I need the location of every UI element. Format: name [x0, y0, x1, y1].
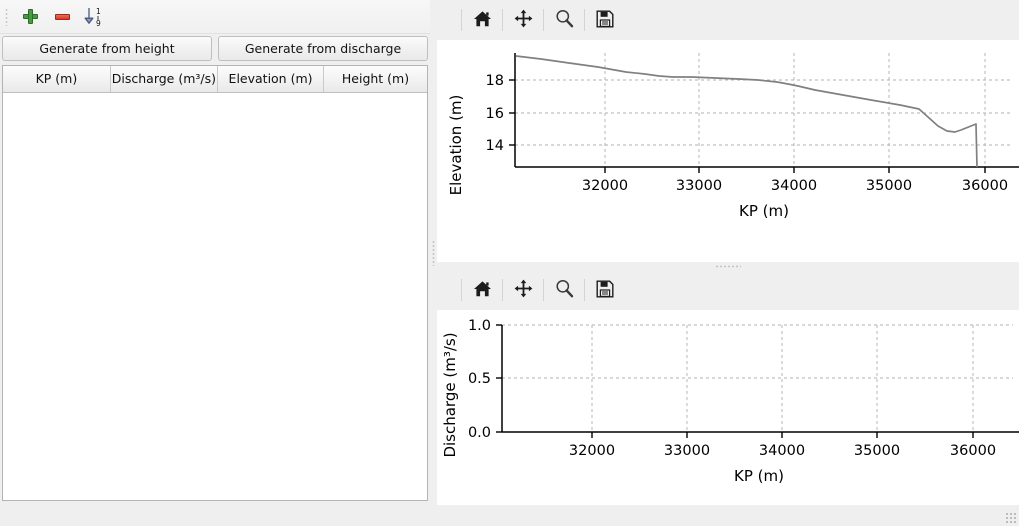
plus-icon — [22, 9, 38, 24]
status-bar — [0, 505, 1019, 526]
column-header-elevation[interactable]: Elevation (m) — [217, 66, 325, 93]
generate-from-height-button[interactable]: Generate from height — [2, 36, 212, 61]
magnifier-icon — [555, 9, 574, 31]
svg-text:34000: 34000 — [771, 178, 817, 194]
discharge-plot-toolbar — [437, 270, 1019, 310]
move-arrows-icon — [514, 9, 533, 31]
main-split-container: 1 9 Generate from height Generate from d… — [0, 0, 1019, 505]
magnifier-icon — [555, 279, 574, 301]
data-table: KP (m) Discharge (m³/s) Elevation (m) He… — [2, 65, 428, 501]
toolbar-divider — [584, 279, 585, 301]
discharge-y-axis-label: Discharge (m³/s) — [441, 332, 459, 457]
floppy-disk-icon — [596, 280, 614, 301]
svg-text:1: 1 — [96, 7, 101, 16]
svg-text:1.0: 1.0 — [468, 318, 491, 334]
elevation-plot-toolbar — [437, 0, 1019, 40]
elevation-x-ticks — [604, 167, 986, 173]
discharge-plot-block: Discharge (m³/s) — [437, 270, 1019, 505]
elevation-home-button[interactable] — [466, 5, 498, 35]
home-icon — [473, 280, 492, 301]
remove-row-button[interactable] — [46, 2, 78, 32]
discharge-save-button[interactable] — [589, 275, 621, 305]
discharge-zoom-button[interactable] — [548, 275, 580, 305]
drag-handle-icon[interactable] — [2, 4, 11, 30]
vertical-splitter[interactable] — [430, 0, 437, 505]
floppy-disk-icon — [596, 10, 614, 31]
svg-text:32000: 32000 — [569, 443, 615, 459]
elevation-data-line — [515, 55, 978, 168]
discharge-x-ticklabels: 32000 33000 34000 35000 36000 — [569, 443, 996, 459]
svg-text:18: 18 — [486, 73, 504, 89]
toolbar-divider — [543, 279, 544, 301]
elevation-x-ticklabels: 32000 33000 34000 35000 36000 — [582, 178, 1008, 194]
discharge-canvas[interactable]: Discharge (m³/s) — [437, 310, 1019, 505]
elevation-save-button[interactable] — [589, 5, 621, 35]
discharge-x-axis-label: KP (m) — [734, 467, 784, 485]
discharge-gridlines-y — [502, 324, 1013, 379]
elevation-zoom-button[interactable] — [548, 5, 580, 35]
minus-icon — [54, 13, 70, 20]
elevation-canvas[interactable]: Elevation (m) — [437, 40, 1019, 262]
elevation-y-axis-label: Elevation (m) — [447, 95, 465, 196]
elevation-y-ticks — [509, 79, 515, 146]
generate-buttons-row: Generate from height Generate from disch… — [0, 34, 430, 64]
toolbar-divider — [584, 9, 585, 31]
toolbar-divider — [543, 9, 544, 31]
elevation-chart: Elevation (m) — [447, 53, 1019, 220]
home-icon — [473, 10, 492, 31]
discharge-chart: Discharge (m³/s) — [441, 318, 1019, 485]
left-panel: 1 9 Generate from height Generate from d… — [0, 0, 430, 505]
svg-text:14: 14 — [486, 138, 504, 154]
discharge-gridlines-x — [591, 325, 974, 432]
svg-text:36000: 36000 — [950, 443, 996, 459]
elevation-plot-block: Elevation (m) — [437, 0, 1019, 262]
horizontal-splitter[interactable] — [437, 262, 1019, 270]
move-arrows-icon — [514, 279, 533, 301]
column-header-height[interactable]: Height (m) — [323, 66, 427, 93]
column-header-discharge[interactable]: Discharge (m³/s) — [110, 66, 219, 93]
table-toolbar: 1 9 — [0, 0, 430, 34]
svg-text:33000: 33000 — [664, 443, 710, 459]
elevation-pan-button[interactable] — [507, 5, 539, 35]
elevation-gridlines-x — [604, 53, 986, 167]
sort-button[interactable]: 1 9 — [78, 2, 110, 32]
resize-grip-icon[interactable] — [1004, 511, 1017, 524]
discharge-y-ticklabels: 1.0 0.5 0.0 — [468, 318, 491, 441]
discharge-pan-button[interactable] — [507, 275, 539, 305]
svg-text:9: 9 — [96, 19, 101, 27]
elevation-x-axis-label: KP (m) — [739, 202, 789, 220]
add-row-button[interactable] — [14, 2, 46, 32]
svg-text:0.5: 0.5 — [468, 371, 491, 387]
svg-text:16: 16 — [486, 106, 504, 122]
table-header-row: KP (m) Discharge (m³/s) Elevation (m) He… — [3, 66, 427, 93]
generate-from-discharge-button[interactable]: Generate from discharge — [218, 36, 428, 61]
svg-text:36000: 36000 — [962, 178, 1008, 194]
toolbar-divider — [502, 279, 503, 301]
elevation-gridlines-y — [515, 79, 1013, 146]
toolbar-divider — [461, 9, 462, 31]
toolbar-divider — [502, 9, 503, 31]
discharge-x-ticks — [591, 432, 974, 438]
svg-text:34000: 34000 — [759, 443, 805, 459]
discharge-y-ticks — [496, 324, 502, 433]
toolbar-divider — [461, 279, 462, 301]
right-panel: Elevation (m) — [437, 0, 1019, 505]
table-body-empty[interactable] — [3, 92, 427, 500]
svg-text:35000: 35000 — [854, 443, 900, 459]
svg-text:32000: 32000 — [582, 178, 628, 194]
discharge-home-button[interactable] — [466, 275, 498, 305]
svg-text:33000: 33000 — [676, 178, 722, 194]
svg-text:35000: 35000 — [866, 178, 912, 194]
sort-descending-icon: 1 9 — [83, 7, 105, 28]
svg-text:0.0: 0.0 — [468, 425, 491, 441]
elevation-y-ticklabels: 18 16 14 — [486, 73, 504, 154]
column-header-kp[interactable]: KP (m) — [3, 66, 111, 93]
